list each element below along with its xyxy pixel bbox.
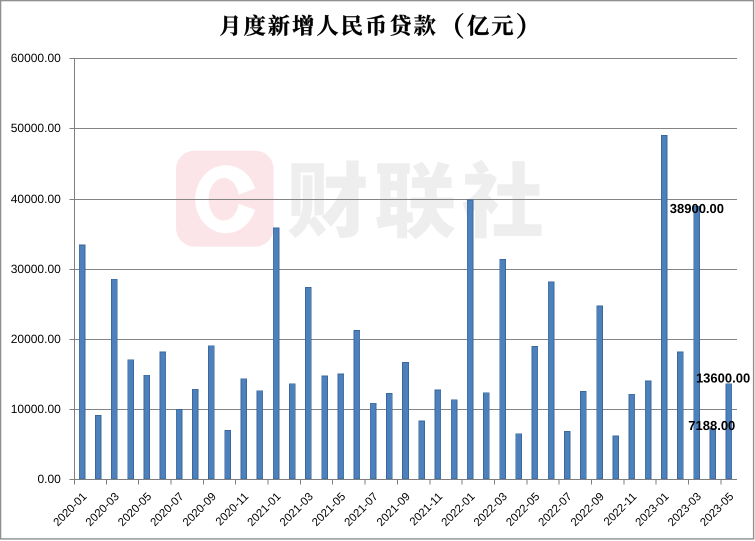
svg-text:10000.00: 10000.00 (11, 402, 61, 416)
svg-text:30000.00: 30000.00 (11, 262, 61, 276)
svg-text:50000.00: 50000.00 (11, 121, 61, 135)
svg-text:13600.00: 13600.00 (696, 370, 750, 385)
svg-text:38900.00: 38900.00 (670, 201, 724, 216)
svg-text:20000.00: 20000.00 (11, 332, 61, 346)
svg-text:0.00: 0.00 (37, 472, 61, 486)
svg-text:40000.00: 40000.00 (11, 192, 61, 206)
svg-text:60000.00: 60000.00 (11, 51, 61, 65)
svg-text:7188.00: 7188.00 (688, 418, 735, 433)
